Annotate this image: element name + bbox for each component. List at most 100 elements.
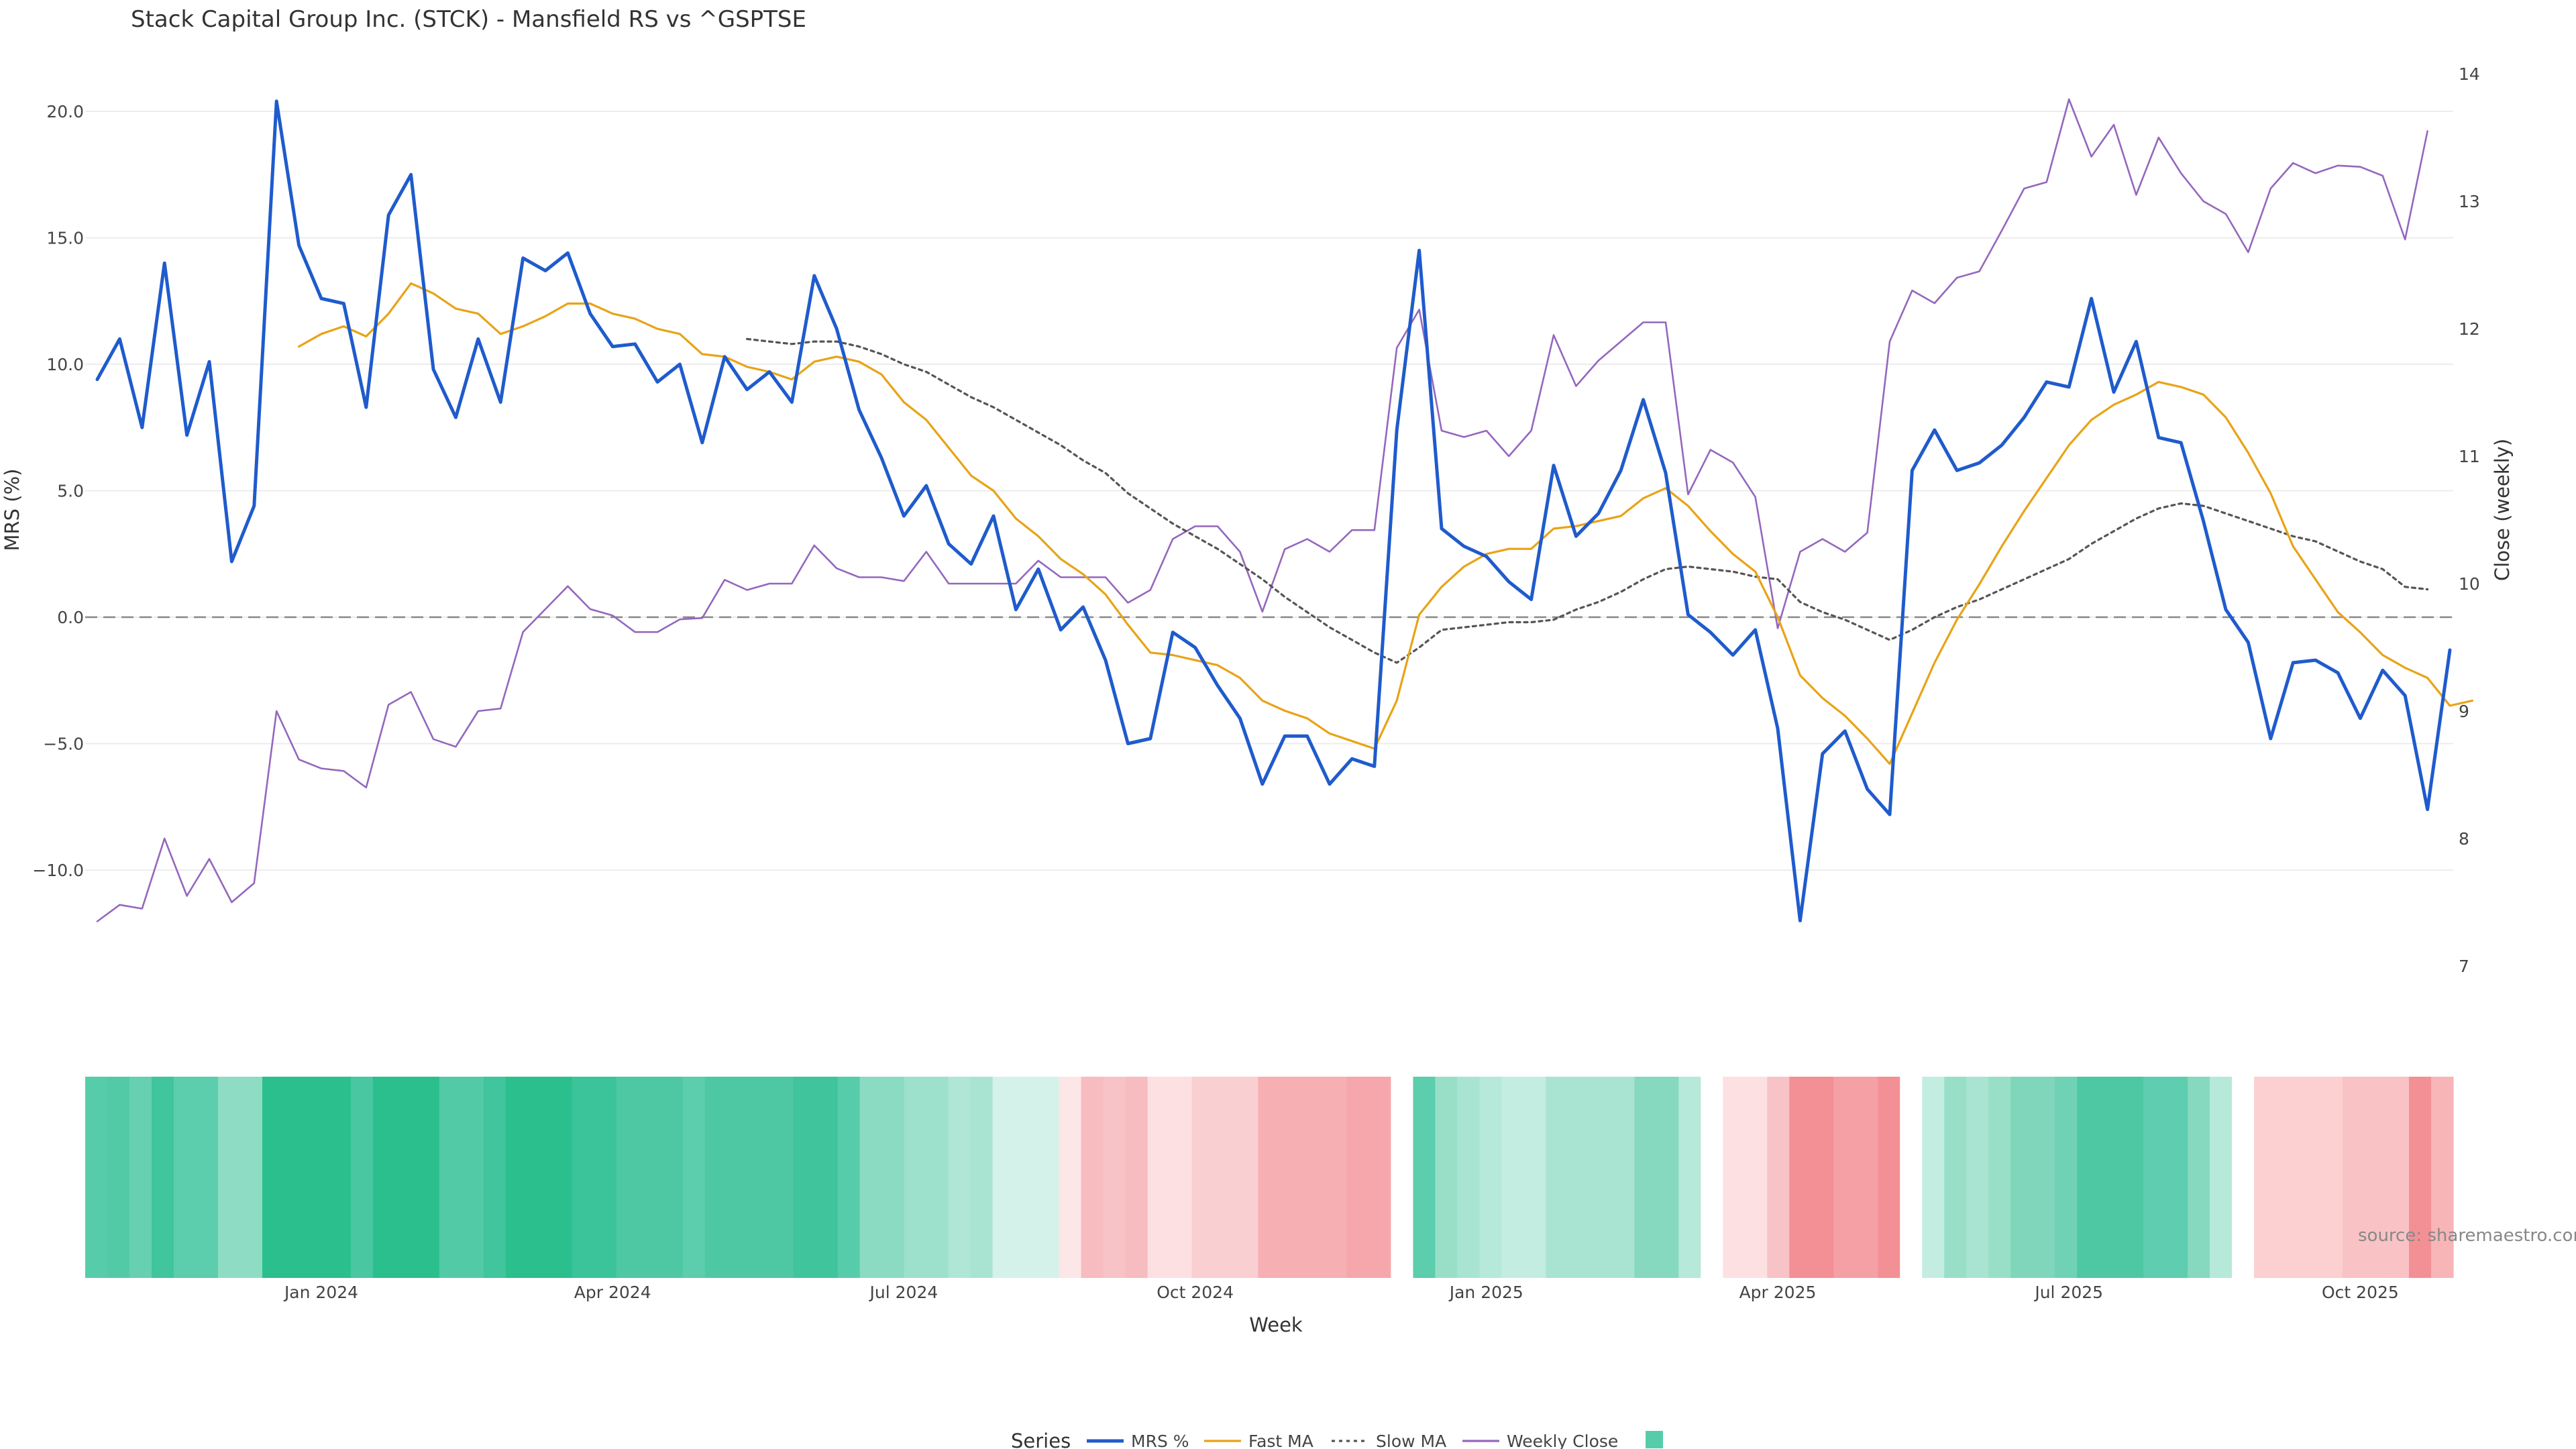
heatmap-cell — [1833, 1077, 1856, 1278]
y2-tick-label: 9 — [2459, 702, 2469, 721]
heatmap-cell — [2143, 1077, 2166, 1278]
heatmap-cell — [1745, 1077, 1768, 1278]
x-axis-label: Week — [1249, 1313, 1303, 1336]
heatmap-cell — [1457, 1077, 1481, 1278]
heatmap-cell — [328, 1077, 352, 1278]
heatmap-cell — [638, 1077, 661, 1278]
heatmap-cell — [1988, 1077, 2011, 1278]
heatmap-cell — [1214, 1077, 1237, 1278]
heatmap-cell — [2232, 1077, 2255, 1278]
heatmap-cell — [793, 1077, 816, 1278]
heatmap-cell — [1391, 1077, 1414, 1278]
y-tick-label: 5.0 — [57, 482, 84, 501]
heatmap-cell — [439, 1077, 462, 1278]
heatmap-cell — [2298, 1077, 2321, 1278]
heatmap-cell — [85, 1077, 108, 1278]
heatmap-cell — [859, 1077, 883, 1278]
heatmap-cell — [926, 1077, 949, 1278]
x-tick-label: Jul 2024 — [869, 1283, 938, 1302]
legend-label: MRS % — [1131, 1432, 1189, 1449]
heatmap-cell — [1767, 1077, 1790, 1278]
y2-tick-label: 14 — [2459, 64, 2480, 84]
heatmap-cell — [1568, 1077, 1591, 1278]
heatmap-cell — [1346, 1077, 1370, 1278]
heatmap-cell — [815, 1077, 839, 1278]
chart-title: Stack Capital Group Inc. (STCK) - Mansfi… — [131, 6, 806, 33]
heatmap-cell — [970, 1077, 994, 1278]
x-tick-label: Oct 2025 — [2322, 1283, 2399, 1302]
heatmap-cell — [505, 1077, 529, 1278]
heatmap-cell — [1701, 1077, 1723, 1278]
legend-label: Weekly Close — [1507, 1432, 1618, 1449]
heatmap-cell — [2210, 1077, 2233, 1278]
heatmap-cell — [1302, 1077, 1326, 1278]
x-axis-ticks: Jan 2024 Apr 2024 Jul 2024 Oct 2024 Jan 2025… — [283, 1283, 2399, 1302]
heatmap-cell — [173, 1077, 197, 1278]
heatmap-cell — [660, 1077, 684, 1278]
heatmap-cell — [372, 1077, 396, 1278]
grid-lines — [85, 111, 2453, 871]
x-tick-label: Oct 2024 — [1157, 1283, 1234, 1302]
legend-label: Fast MA — [1248, 1432, 1313, 1449]
y2-tick-label: 10 — [2459, 574, 2480, 594]
heatmap-cell — [1368, 1077, 1392, 1278]
heatmap-cell — [1280, 1077, 1303, 1278]
legend-swatch-heatmap — [1646, 1431, 1663, 1448]
y-tick-label: 0.0 — [57, 608, 84, 627]
heatmap-cell — [151, 1077, 174, 1278]
heatmap-cell — [217, 1077, 241, 1278]
heatmap-cell — [1324, 1077, 1348, 1278]
heatmap-cell — [461, 1077, 484, 1278]
series-lines — [95, 98, 2473, 922]
y2-tick-label: 11 — [2459, 447, 2480, 466]
heatmap-cell — [881, 1077, 905, 1278]
heatmap-cell — [2099, 1077, 2122, 1278]
heatmap-cell — [107, 1077, 130, 1278]
x-tick-label: Jan 2024 — [283, 1283, 358, 1302]
heatmap-cell — [1103, 1077, 1126, 1278]
heatmap-cell — [1036, 1077, 1060, 1278]
heatmap-cell — [572, 1077, 595, 1278]
heatmap-cell — [948, 1077, 971, 1278]
heatmap-cell — [306, 1077, 329, 1278]
y-tick-label: 20.0 — [46, 102, 84, 121]
series-line-weekly-close — [96, 98, 2428, 922]
heatmap-cell — [1811, 1077, 1834, 1278]
heatmap-cell — [1612, 1077, 1635, 1278]
heatmap-cell — [1125, 1077, 1148, 1278]
heatmap-cell — [1191, 1077, 1215, 1278]
heatmap-cell — [1413, 1077, 1436, 1278]
heatmap-cell — [1523, 1077, 1546, 1278]
heatmap-cell — [682, 1077, 706, 1278]
y2-tick-label: 13 — [2459, 192, 2480, 211]
heatmap-cell — [616, 1077, 639, 1278]
heatmap-cell — [2077, 1077, 2100, 1278]
heatmap-cell — [417, 1077, 440, 1278]
heatmap-cell — [1789, 1077, 1812, 1278]
heatmap-cell — [195, 1077, 219, 1278]
heatmap-cell — [749, 1077, 772, 1278]
y-tick-label: −10.0 — [32, 861, 84, 880]
y2-tick-label: 12 — [2459, 319, 2480, 339]
heatmap-cell — [1081, 1077, 1104, 1278]
heatmap-cell — [2431, 1077, 2454, 1278]
heatmap-cell — [1966, 1077, 1989, 1278]
heatmap-cell — [704, 1077, 728, 1278]
heatmap-cell — [2033, 1077, 2055, 1278]
heatmap-cell — [771, 1077, 794, 1278]
heatmap-cell — [1236, 1077, 1259, 1278]
y2-tick-label: 8 — [2459, 829, 2469, 849]
y2-axis-label: Close (weekly) — [2491, 439, 2514, 581]
heatmap-cell — [2343, 1077, 2365, 1278]
heatmap-cell — [1059, 1077, 1082, 1278]
heatmap-cell — [1878, 1077, 1900, 1278]
right-axis-ticks: 7 8 9 10 11 12 13 14 — [2459, 64, 2480, 976]
heatmap-cell — [1501, 1077, 1524, 1278]
x-tick-label: Jul 2025 — [2033, 1283, 2103, 1302]
heatmap-strip — [85, 1077, 2454, 1278]
heatmap-cell — [1014, 1077, 1038, 1278]
heatmap-cell — [594, 1077, 617, 1278]
heatmap-cell — [1169, 1077, 1193, 1278]
heatmap-cell — [2365, 1077, 2387, 1278]
x-tick-label: Jan 2025 — [1448, 1283, 1523, 1302]
